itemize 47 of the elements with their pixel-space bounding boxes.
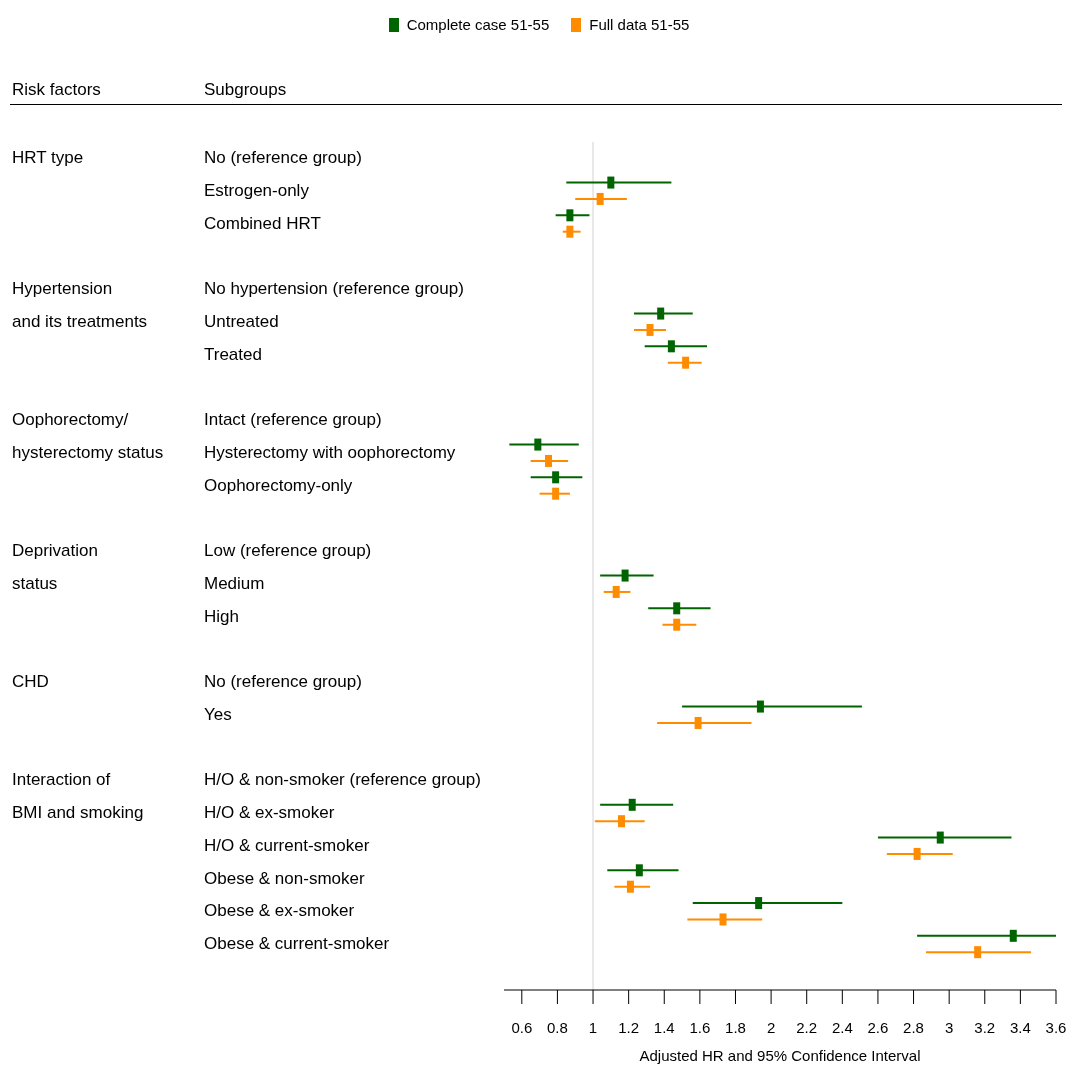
text: HRT type [12, 147, 84, 169]
y-tick-label: Treated [204, 343, 262, 366]
y-tick-label: No (reference group) [204, 671, 362, 693]
y-tick-label: Medium [204, 572, 265, 595]
x-tick-label: 2.8 [903, 1018, 924, 1036]
x-tick-label: 1.4 [653, 1018, 675, 1036]
x-tick-label: 3 [944, 1018, 954, 1036]
text: Deprivation status [12, 540, 98, 595]
y-tick-label: Yes [204, 703, 232, 726]
x-tick-label: 3.4 [1009, 1018, 1031, 1036]
y-tick-label: Obese & ex-smoker [204, 900, 355, 923]
y-tick-label: H/O & current-smoker [204, 834, 370, 857]
x-tick-label: 1 [588, 1018, 598, 1036]
text: Hypertension and its treatments [12, 278, 148, 333]
text: Subgroups [204, 80, 287, 100]
x-tick-label: 1.6 [689, 1018, 711, 1036]
legend-label: Full data 51-55 [589, 16, 690, 33]
x-tick-label: 1.8 [725, 1018, 746, 1036]
y-tick-label: No (reference group) [204, 147, 362, 169]
y-tick-label: H/O & non-smoker (reference group) [204, 769, 481, 792]
text: Interaction of BMI and smoking [12, 769, 144, 824]
y-tick-label: H/O & ex-smoker [204, 802, 335, 824]
x-tick-label: 2.4 [831, 1018, 853, 1036]
y-tick-label: No hypertension (reference group) [204, 278, 464, 300]
legend-label: Complete case 51-55 [406, 16, 550, 33]
x-tick-label: 2.2 [796, 1018, 818, 1036]
y-tick-label: Oophorectomy-only [204, 474, 353, 497]
x-tick-label: 2 [766, 1018, 776, 1036]
x-tick-label: 0.8 [546, 1018, 568, 1036]
x-tick-label: 0.6 [511, 1018, 533, 1036]
y-tick-label: Low (reference group) [204, 540, 372, 562]
x-tick-label: 1.2 [618, 1018, 640, 1036]
y-tick-label: Estrogen-only [204, 179, 309, 202]
text: Risk factors [12, 80, 101, 100]
x-tick-label: 3.2 [974, 1018, 996, 1036]
text: CHD [12, 671, 49, 693]
y-tick-label: Untreated [204, 310, 279, 333]
y-tick-label: High [204, 605, 239, 628]
x-axis-title: Adjusted HR and 95% Confidence Interval [639, 1047, 921, 1064]
y-tick-label: Hysterectomy with oophorectomy [204, 441, 456, 464]
x-tick-label: 3.6 [1045, 1018, 1067, 1036]
text: Oophorectomy/ hysterectomy status [12, 409, 164, 464]
y-tick-label: Obese & current-smoker [204, 933, 390, 955]
y-tick-label: Combined HRT [204, 212, 321, 235]
y-tick-label: Intact (reference group) [204, 409, 382, 431]
x-tick-label: 2.6 [867, 1018, 889, 1036]
y-tick-label: Obese & non-smoker [204, 867, 365, 890]
